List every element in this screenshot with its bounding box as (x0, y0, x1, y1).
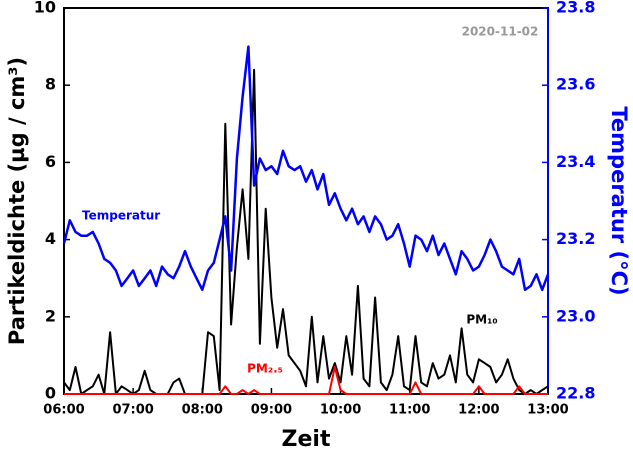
x-tick-label: 09:00 (251, 403, 292, 418)
x-axis-label: Zeit (282, 427, 331, 452)
series-label: PM₂.₅ (247, 362, 283, 376)
y2-tick-label: 23.2 (556, 229, 595, 248)
y-tick-label: 6 (45, 152, 56, 171)
y-tick-label: 4 (45, 229, 56, 248)
y-axis-label: Partikeldichte (µg / cm³) (5, 57, 29, 345)
series-line (62, 45, 550, 292)
x-tick-label: 10:00 (320, 403, 361, 418)
x-tick-label: 07:00 (112, 403, 153, 418)
date-label: 2020-11-02 (462, 25, 539, 39)
y2-tick-label: 23.4 (556, 152, 595, 171)
x-tick-label: 08:00 (182, 403, 223, 418)
y-tick-label: 0 (45, 384, 56, 403)
series-label: Temperatur (82, 209, 160, 223)
series-label: PM₁₀ (466, 313, 497, 327)
y-tick-label: 8 (45, 75, 56, 94)
x-tick-label: 11:00 (389, 403, 430, 418)
plot-frame (63, 7, 549, 395)
y-tick-label: 2 (45, 306, 56, 325)
y2-axis-label: Temperatur (°C) (607, 106, 631, 295)
y2-tick-label: 23.0 (556, 306, 595, 325)
x-tick-label: 12:00 (458, 403, 499, 418)
y2-tick-label: 23.8 (556, 0, 595, 17)
series-line (64, 366, 548, 395)
y2-tick-label: 22.8 (556, 384, 595, 403)
series-line (63, 68, 549, 395)
y2-tick-label: 23.6 (556, 75, 595, 94)
y-tick-label: 10 (34, 0, 56, 17)
x-tick-label: 13:00 (527, 403, 568, 418)
x-tick-label: 06:00 (43, 403, 84, 418)
